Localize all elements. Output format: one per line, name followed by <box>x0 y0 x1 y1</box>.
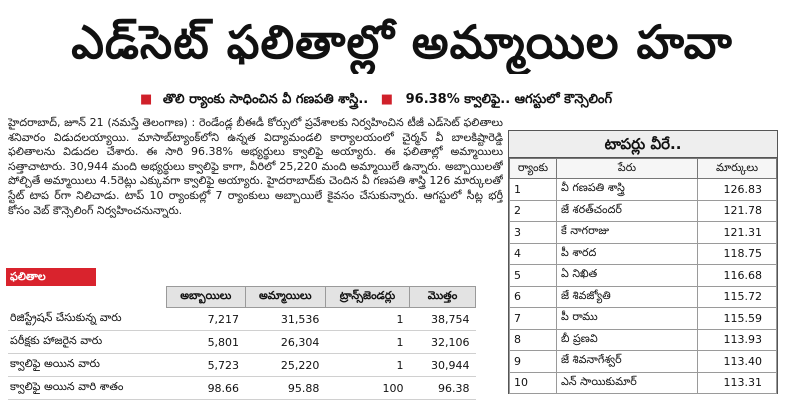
cell-girls: 26,304 <box>245 330 326 354</box>
results-header-empty <box>8 286 167 308</box>
table-row: 4 పీ శారద 118.75 <box>509 242 777 265</box>
table-row: 8 బీ ప్రణవి 113.93 <box>509 328 777 351</box>
cell-trans: 1 <box>325 307 410 331</box>
table-row: రిజిస్ట్రేషన్ చేసుకున్న వారు 7,217 31,53… <box>8 307 476 331</box>
table-row: 10 ఎన్ సాయికుమార్ 113.31 <box>509 371 777 394</box>
cell-boys: 98.66 <box>166 376 246 400</box>
marks-cell: 113.93 <box>697 328 777 351</box>
subhead-part-2: 96.38% క్వాలిఫై.. ఆగస్టులో కౌన్సెలింగ్ <box>405 92 613 107</box>
cell-girls: 25,220 <box>245 353 326 377</box>
name-cell: పీ శారద <box>556 242 698 265</box>
table-row: క్వాలిఫై అయిన వారు 5,723 25,220 1 30,944 <box>8 353 476 377</box>
results-header-girls: అమ్మాయిలు <box>244 286 326 308</box>
rank-cell: 9 <box>509 350 557 373</box>
results-section-label: ఫలితాల వివరాలివే.. <box>6 268 96 301</box>
row-label: పరీక్షకు హాజరైన వారు <box>8 330 167 354</box>
toppers-header-rank: ర్యాంకు <box>509 158 557 179</box>
cell-boys: 5,801 <box>166 330 246 354</box>
cell-girls: 31,536 <box>245 307 326 331</box>
name-cell: జే శివనాగేశ్వర్ <box>556 350 698 373</box>
rank-cell: 1 <box>509 178 557 201</box>
rank-cell: 3 <box>509 221 557 244</box>
cell-boys: 7,217 <box>166 307 246 331</box>
row-label: రిజిస్ట్రేషన్ చేసుకున్న వారు <box>8 307 167 331</box>
name-cell: జే శివజ్యోతి <box>556 285 698 308</box>
row-label: క్వాలిఫై అయిన వారు <box>8 353 167 377</box>
toppers-box: టాపర్లు వీరే.. ర్యాంకు పేరు మార్కులు 1 వీ… <box>508 130 778 394</box>
cell-girls: 95.88 <box>245 376 326 400</box>
cell-total: 38,754 <box>409 307 476 331</box>
table-row: 3 కే నాగరాజు 121.31 <box>509 221 777 244</box>
subhead-part-1: తొలి ర్యాంకు సాధించిన వీ గణపతి శాస్త్రి.… <box>162 92 369 107</box>
results-table: అబ్బాయిలు అమ్మాయిలు ట్రాన్స్‌జెండర్లు మొ… <box>8 286 476 400</box>
subheadline: ■ తొలి ర్యాంకు సాధించిన వీ గణపతి శాస్త్ర… <box>140 92 700 112</box>
cell-trans: 100 <box>325 376 410 400</box>
name-cell: ఏ నిఖిత <box>556 264 698 287</box>
headline: ఎడ్‌సెట్ ఫలితాల్లో అమ్మాయిల హవా <box>71 15 733 69</box>
bullet-icon: ■ <box>380 92 394 107</box>
bullet-icon: ■ <box>140 92 153 107</box>
rank-cell: 8 <box>509 328 557 351</box>
cell-total: 96.38 <box>409 376 476 400</box>
rank-cell: 10 <box>509 371 557 394</box>
table-row: 1 వీ గణపతి శాస్త్రి 126.83 <box>509 178 777 201</box>
marks-cell: 118.75 <box>697 242 777 265</box>
table-row: 6 జే శివజ్యోతి 115.72 <box>509 285 777 308</box>
name-cell: ఎన్ సాయికుమార్ <box>556 371 698 394</box>
name-cell: జే శరత్‌చందర్ <box>556 199 698 222</box>
marks-cell: 113.40 <box>697 350 777 373</box>
marks-cell: 113.31 <box>697 371 777 394</box>
table-row: 9 జే శివనాగేశ్వర్ 113.40 <box>509 350 777 373</box>
marks-cell: 116.68 <box>697 264 777 287</box>
cell-boys: 5,723 <box>166 353 246 377</box>
article-body: హైదరాబాద్, జూన్ 21 (నమస్తే తెలంగాణ) : రె… <box>8 116 503 217</box>
toppers-table: ర్యాంకు పేరు మార్కులు 1 వీ గణపతి శాస్త్రి… <box>509 158 777 394</box>
name-cell: పీ రాము <box>556 307 698 330</box>
cell-trans: 1 <box>325 330 410 354</box>
table-row: 7 పీ రాము 115.59 <box>509 307 777 330</box>
marks-cell: 121.31 <box>697 221 777 244</box>
name-cell: వీ గణపతి శాస్త్రి <box>556 178 698 201</box>
name-cell: బీ ప్రణవి <box>556 328 698 351</box>
marks-cell: 121.78 <box>697 199 777 222</box>
rank-cell: 2 <box>509 199 557 222</box>
rank-cell: 5 <box>509 264 557 287</box>
results-header-boys: అబ్బాయిలు <box>166 286 246 308</box>
toppers-header-marks: మార్కులు <box>697 158 777 179</box>
toppers-header-row: ర్యాంకు పేరు మార్కులు <box>509 158 777 179</box>
name-cell: కే నాగరాజు <box>556 221 698 244</box>
cell-total: 32,106 <box>409 330 476 354</box>
results-header-total: మొత్తం <box>409 286 476 308</box>
marks-cell: 115.59 <box>697 307 777 330</box>
rank-cell: 6 <box>509 285 557 308</box>
table-row: క్వాలిఫై అయిన వారి శాతం 98.66 95.88 100 … <box>8 376 476 400</box>
toppers-title: టాపర్లు వీరే.. <box>509 131 777 158</box>
marks-cell: 126.83 <box>697 178 777 201</box>
results-header-row: అబ్బాయిలు అమ్మాయిలు ట్రాన్స్‌జెండర్లు మొ… <box>8 286 476 308</box>
row-label: క్వాలిఫై అయిన వారి శాతం <box>8 376 167 400</box>
rank-cell: 4 <box>509 242 557 265</box>
toppers-header-name: పేరు <box>556 158 698 179</box>
marks-cell: 115.72 <box>697 285 777 308</box>
rank-cell: 7 <box>509 307 557 330</box>
table-row: పరీక్షకు హాజరైన వారు 5,801 26,304 1 32,1… <box>8 330 476 354</box>
cell-trans: 1 <box>325 353 410 377</box>
results-header-trans: ట్రాన్స్‌జెండర్లు <box>324 286 411 308</box>
table-row: 2 జే శరత్‌చందర్ 121.78 <box>509 199 777 222</box>
cell-total: 30,944 <box>409 353 476 377</box>
